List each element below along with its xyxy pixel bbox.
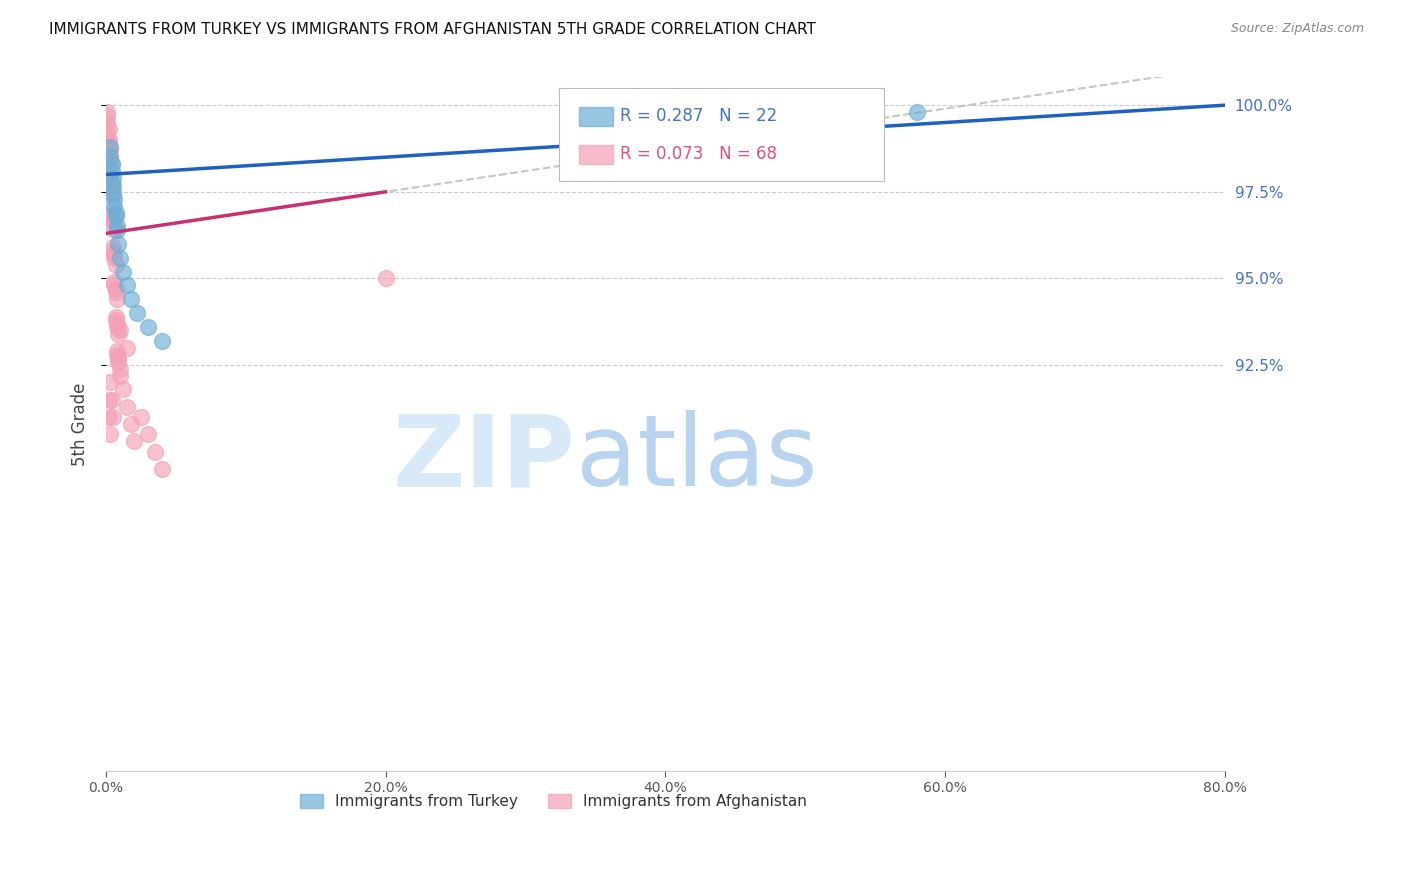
Point [104, 205, 127, 219]
Point [105, 320, 128, 334]
Point [97, 122, 120, 136]
Point [136, 320, 159, 334]
Point [103, 223, 125, 237]
Point [100, 181, 122, 195]
Point [108, 361, 131, 376]
Point [108, 251, 131, 265]
Text: R = 0.287   N = 22: R = 0.287 N = 22 [620, 106, 776, 125]
Point [96, 140, 118, 154]
Point [96, 161, 118, 175]
Point [125, 306, 148, 320]
Point [98, 140, 121, 154]
Point [104, 282, 127, 296]
Point [100, 178, 122, 192]
Point [120, 293, 142, 307]
Point [98, 150, 121, 164]
Point [100, 205, 122, 219]
Point [98, 150, 121, 164]
Point [97, 392, 120, 407]
Point [108, 323, 131, 337]
Bar [579, 145, 613, 164]
Point [98, 376, 121, 390]
Point [105, 348, 128, 362]
Point [97, 136, 120, 151]
Point [104, 258, 127, 272]
Point [98, 171, 121, 186]
Point [107, 351, 129, 366]
Point [111, 383, 134, 397]
Legend: Immigrants from Turkey, Immigrants from Afghanistan: Immigrants from Turkey, Immigrants from … [294, 788, 814, 815]
Point [96, 105, 118, 120]
Point [122, 434, 145, 449]
Point [103, 251, 125, 265]
Point [107, 354, 129, 368]
Point [96, 109, 118, 123]
Point [103, 199, 125, 213]
Point [100, 392, 122, 407]
Point [107, 236, 129, 251]
Point [105, 293, 128, 307]
Point [101, 171, 124, 186]
Point [104, 313, 127, 327]
Point [905, 105, 928, 120]
Point [115, 341, 138, 355]
Point [108, 368, 131, 383]
Point [103, 275, 125, 289]
Point [111, 264, 134, 278]
Point [104, 285, 127, 300]
Point [129, 410, 152, 425]
Point [105, 317, 128, 331]
Point [101, 240, 124, 254]
Point [100, 209, 122, 223]
Point [98, 427, 121, 442]
Point [101, 410, 124, 425]
Point [103, 192, 125, 206]
Text: atlas: atlas [576, 410, 817, 508]
Point [101, 216, 124, 230]
Bar [579, 106, 613, 126]
Point [136, 427, 159, 442]
Point [104, 209, 127, 223]
Point [105, 344, 128, 359]
Point [150, 334, 173, 348]
Point [97, 150, 120, 164]
Point [103, 247, 125, 261]
Text: R = 0.073   N = 68: R = 0.073 N = 68 [620, 145, 776, 162]
Y-axis label: 5th Grade: 5th Grade [72, 383, 89, 466]
Point [103, 278, 125, 293]
Point [143, 444, 166, 458]
Point [107, 326, 129, 341]
Point [98, 174, 121, 188]
Text: ZIP: ZIP [394, 410, 576, 508]
Point [115, 278, 138, 293]
Point [101, 212, 124, 227]
Point [100, 157, 122, 171]
Point [115, 400, 138, 414]
Point [101, 178, 124, 192]
Point [100, 164, 122, 178]
Point [374, 271, 396, 285]
Point [120, 417, 142, 431]
Point [101, 188, 124, 202]
Point [101, 244, 124, 258]
Point [104, 310, 127, 324]
Point [98, 143, 121, 157]
Point [101, 185, 124, 199]
Point [105, 219, 128, 234]
FancyBboxPatch shape [560, 87, 883, 181]
Point [97, 133, 120, 147]
Text: Source: ZipAtlas.com: Source: ZipAtlas.com [1230, 22, 1364, 36]
Point [96, 126, 118, 140]
Point [97, 140, 120, 154]
Point [100, 157, 122, 171]
Point [97, 410, 120, 425]
Text: IMMIGRANTS FROM TURKEY VS IMMIGRANTS FROM AFGHANISTAN 5TH GRADE CORRELATION CHAR: IMMIGRANTS FROM TURKEY VS IMMIGRANTS FRO… [49, 22, 815, 37]
Point [150, 462, 173, 476]
Point [96, 115, 118, 129]
Point [105, 223, 128, 237]
